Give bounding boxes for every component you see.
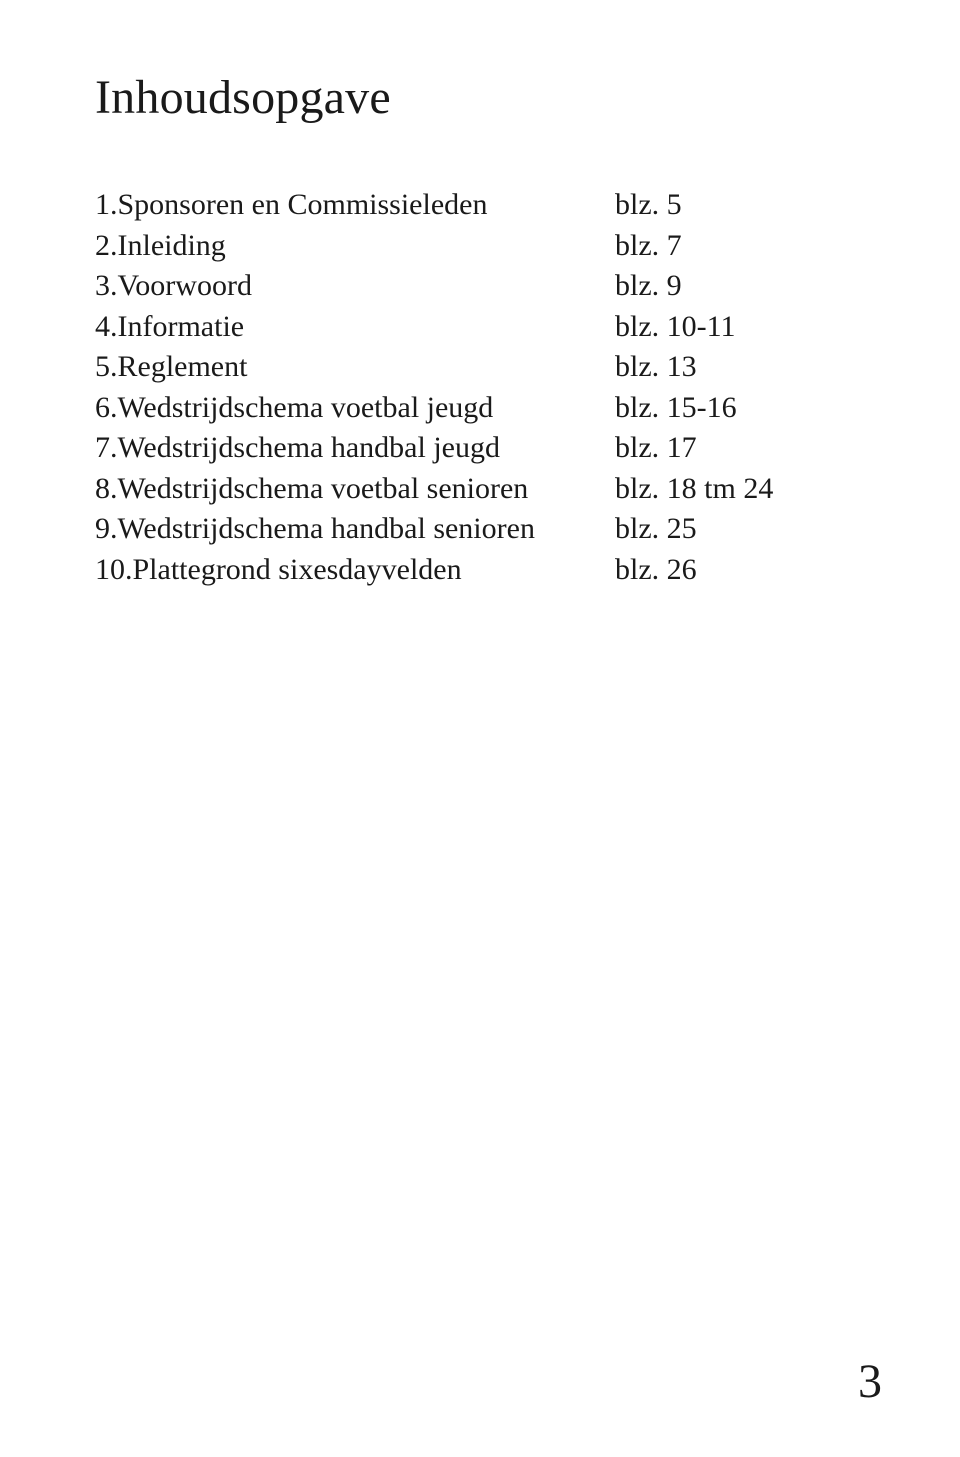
page-title: Inhoudsopgave bbox=[95, 70, 865, 125]
toc-row: 5.Reglement blz. 13 bbox=[95, 347, 865, 388]
toc-label: 1.Sponsoren en Commissieleden bbox=[95, 185, 615, 226]
document-page: Inhoudsopgave 1.Sponsoren en Commissiele… bbox=[0, 0, 960, 1457]
toc-row: 10.Plattegrond sixesdayvelden blz. 26 bbox=[95, 550, 865, 591]
toc-label: 5.Reglement bbox=[95, 347, 615, 388]
toc-row: 6.Wedstrijdschema voetbal jeugd blz. 15-… bbox=[95, 388, 865, 429]
toc-label: 9.Wedstrijdschema handbal senioren bbox=[95, 509, 615, 550]
toc-page: blz. 25 bbox=[615, 509, 865, 550]
toc-page: blz. 18 tm 24 bbox=[615, 469, 865, 510]
toc-row: 2.Inleiding blz. 7 bbox=[95, 226, 865, 267]
toc-page: blz. 17 bbox=[615, 428, 865, 469]
toc-page: blz. 26 bbox=[615, 550, 865, 591]
toc-row: 9.Wedstrijdschema handbal senioren blz. … bbox=[95, 509, 865, 550]
toc-row: 1.Sponsoren en Commissieleden blz. 5 bbox=[95, 185, 865, 226]
toc-label: 10.Plattegrond sixesdayvelden bbox=[95, 550, 615, 591]
toc-row: 4.Informatie blz. 10-11 bbox=[95, 307, 865, 348]
toc-row: 8.Wedstrijdschema voetbal senioren blz. … bbox=[95, 469, 865, 510]
toc-page: blz. 13 bbox=[615, 347, 865, 388]
toc-label: 3.Voorwoord bbox=[95, 266, 615, 307]
toc-page: blz. 10-11 bbox=[615, 307, 865, 348]
toc-page: blz. 15-16 bbox=[615, 388, 865, 429]
toc-row: 7.Wedstrijdschema handbal jeugd blz. 17 bbox=[95, 428, 865, 469]
toc-page: blz. 7 bbox=[615, 226, 865, 267]
toc-label: 6.Wedstrijdschema voetbal jeugd bbox=[95, 388, 615, 429]
page-number: 3 bbox=[858, 1354, 882, 1409]
toc-label: 4.Informatie bbox=[95, 307, 615, 348]
table-of-contents: 1.Sponsoren en Commissieleden blz. 5 2.I… bbox=[95, 185, 865, 590]
toc-page: blz. 5 bbox=[615, 185, 865, 226]
toc-page: blz. 9 bbox=[615, 266, 865, 307]
toc-label: 2.Inleiding bbox=[95, 226, 615, 267]
toc-row: 3.Voorwoord blz. 9 bbox=[95, 266, 865, 307]
toc-label: 8.Wedstrijdschema voetbal senioren bbox=[95, 469, 615, 510]
toc-label: 7.Wedstrijdschema handbal jeugd bbox=[95, 428, 615, 469]
